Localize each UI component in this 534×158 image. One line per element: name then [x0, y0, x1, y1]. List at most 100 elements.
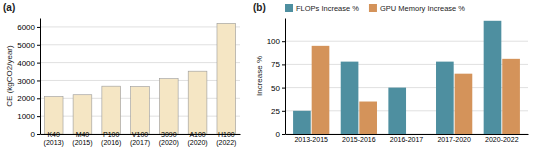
bar — [436, 62, 454, 134]
bar — [388, 88, 406, 134]
tick-label: 2000 — [17, 94, 35, 103]
tick-mark — [37, 45, 40, 46]
x-axis: K40(2013) M40(2015) P100(2016) V100(2017) 30… — [41, 131, 241, 147]
tick-mark — [282, 41, 285, 42]
tick: 5000 — [17, 41, 40, 50]
tick-label: V100(2017) — [130, 131, 150, 147]
tick: 2020-2022 — [485, 134, 519, 143]
bar — [188, 71, 207, 134]
tick-label: 5000 — [17, 41, 35, 50]
bar — [312, 46, 330, 134]
tick-mark — [282, 111, 285, 112]
tick: 2000 — [17, 94, 40, 103]
tick-label: P100(2016) — [101, 131, 121, 147]
y-axis-title: Increase % — [255, 56, 264, 96]
bar — [341, 62, 359, 134]
tick-label: 0 — [31, 130, 36, 139]
axis-line — [285, 19, 286, 135]
axis-line — [286, 134, 529, 135]
tick: 100 — [267, 37, 285, 46]
tick-label: 2020-2022 — [485, 136, 519, 143]
panel: 0 1000 2000 3000 4000 5000 6000 K40(2013) M40(20… — [3, 2, 241, 147]
tick: K40(2013) — [44, 131, 64, 147]
bar — [217, 23, 236, 134]
bar — [407, 134, 425, 135]
tick-mark — [37, 27, 40, 28]
legend: FLOPs Increase % GPU Memory Increase % — [285, 4, 465, 13]
legend-label: FLOPs Increase % — [296, 4, 359, 13]
bars — [293, 21, 520, 134]
tick: M40(2015) — [72, 131, 92, 147]
tick-label: 100 — [267, 37, 281, 46]
legend-item: FLOPs Increase % — [285, 4, 359, 13]
tick: 2015-2016 — [342, 134, 376, 143]
bar — [484, 21, 502, 134]
legend-swatch — [285, 4, 293, 12]
y-axis-title: CE (kgCO2/year) — [5, 45, 14, 107]
tick-mark — [282, 134, 285, 135]
tick-label: M40(2015) — [72, 131, 92, 147]
tick-label: 25 — [271, 107, 280, 116]
bar — [44, 97, 63, 134]
tick: 0 — [276, 130, 285, 139]
bar — [359, 102, 377, 134]
bar — [455, 74, 473, 134]
title: (a) — [3, 2, 15, 13]
legend-label: GPU Memory Increase % — [380, 4, 465, 13]
bar — [102, 86, 121, 134]
bar — [131, 87, 150, 134]
tick: A100(2020) — [187, 131, 207, 147]
tick-label: 75 — [271, 60, 280, 69]
tick-label: 0 — [276, 130, 281, 139]
grid-line — [40, 80, 240, 81]
tick-label: A100(2020) — [187, 131, 207, 147]
tick: 2017-2020 — [437, 134, 471, 143]
tick-mark — [282, 64, 285, 65]
tick-label: 6000 — [17, 23, 35, 32]
tick-mark — [37, 80, 40, 81]
figure: 0100020003000400050006000K40(2013)M40(20… — [0, 0, 534, 158]
bar — [502, 59, 520, 134]
tick: 4000 — [17, 59, 40, 68]
tick-mark — [37, 134, 40, 135]
bar — [159, 79, 178, 134]
tick: 1000 — [17, 112, 40, 121]
tick-mark — [37, 98, 40, 99]
tick-mark — [282, 88, 285, 89]
grid-line — [40, 26, 240, 27]
panel: 02550751002013-20152015-20162016-2017201… — [253, 2, 529, 143]
bars — [44, 23, 235, 134]
tick: 2013-2015 — [294, 134, 328, 143]
tick-label: 3090(2020) — [159, 131, 179, 147]
tick-mark — [37, 63, 40, 64]
legend-swatch — [369, 4, 377, 12]
tick: H100(2022) — [216, 131, 236, 147]
tick-label: K40(2013) — [44, 131, 64, 147]
tick: 50 — [271, 84, 285, 93]
tick: 25 — [271, 107, 285, 116]
tick-label: 2017-2020 — [437, 136, 471, 143]
grid-line — [40, 44, 240, 45]
tick: V100(2017) — [130, 131, 150, 147]
bar — [293, 111, 311, 134]
grid-line — [40, 62, 240, 63]
tick: 6000 — [17, 23, 40, 32]
tick: 2016-2017 — [390, 134, 424, 143]
tick-label: 2016-2017 — [390, 136, 424, 143]
tick-label: 2013-2015 — [294, 136, 328, 143]
tick-label: 50 — [271, 84, 280, 93]
tick: 3090(2020) — [159, 131, 179, 147]
tick: P100(2016) — [101, 131, 121, 147]
tick-label: H100(2022) — [216, 131, 236, 147]
tick: 0 — [31, 130, 40, 139]
title: (b) — [253, 2, 266, 13]
legend-item: GPU Memory Increase % — [369, 4, 465, 13]
axis-line — [40, 19, 41, 135]
tick-label: 3000 — [17, 77, 35, 86]
x-axis: 2013-2015 2015-2016 2016-2017 2017-2020 2020… — [286, 134, 529, 143]
bar — [73, 95, 92, 134]
tick-label: 4000 — [17, 59, 35, 68]
tick-label: 1000 — [17, 112, 35, 121]
tick-mark — [37, 116, 40, 117]
grid — [40, 27, 240, 134]
